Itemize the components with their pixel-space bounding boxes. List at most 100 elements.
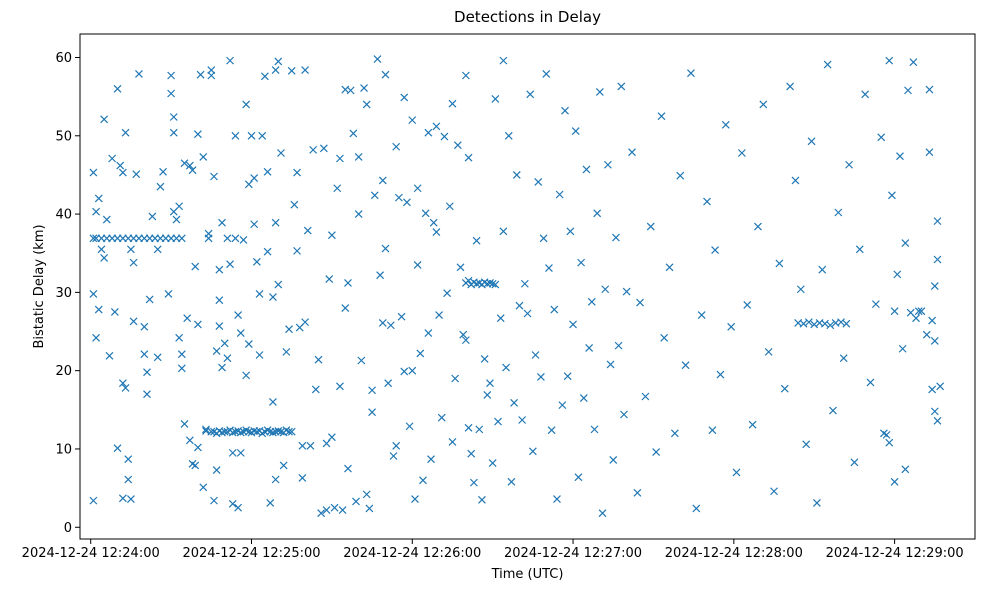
data-point xyxy=(681,361,690,370)
data-point xyxy=(322,439,331,448)
data-point xyxy=(510,398,519,407)
data-point xyxy=(177,234,186,243)
data-point xyxy=(118,494,127,503)
data-point xyxy=(437,413,446,422)
data-point xyxy=(392,142,401,151)
data-point xyxy=(901,465,910,474)
data-point xyxy=(912,314,920,323)
data-point xyxy=(336,382,344,391)
y-tick-label: 30 xyxy=(55,286,72,301)
data-point xyxy=(263,247,272,256)
data-point xyxy=(113,84,122,93)
data-point xyxy=(100,253,109,262)
data-point xyxy=(933,217,942,226)
data-point xyxy=(336,154,344,163)
data-point xyxy=(301,66,310,74)
data-point xyxy=(909,58,918,67)
data-point xyxy=(812,499,821,507)
y-tick-label: 60 xyxy=(55,51,72,66)
data-point xyxy=(512,171,521,179)
data-point xyxy=(177,364,186,373)
data-point xyxy=(231,234,240,243)
data-point xyxy=(236,329,245,338)
data-point xyxy=(845,160,853,169)
data-point xyxy=(266,499,275,507)
data-point xyxy=(837,318,845,327)
data-point xyxy=(461,71,470,80)
data-point xyxy=(397,312,406,321)
data-point xyxy=(193,443,202,452)
data-point xyxy=(207,71,216,80)
data-point xyxy=(716,370,725,379)
data-point xyxy=(743,300,752,309)
data-point xyxy=(277,149,285,157)
data-point xyxy=(703,197,711,206)
data-point xyxy=(293,168,301,177)
data-point xyxy=(520,279,529,288)
data-point xyxy=(917,307,926,316)
x-tick-label: 2024-12-24 12:24:00 xyxy=(22,546,160,561)
data-point xyxy=(885,56,894,65)
data-point xyxy=(389,452,398,460)
data-point xyxy=(378,318,387,327)
data-point xyxy=(298,474,307,482)
data-point xyxy=(413,261,422,269)
data-point xyxy=(842,319,851,328)
data-point xyxy=(94,194,103,203)
data-point xyxy=(126,495,135,503)
data-point xyxy=(799,319,808,328)
data-point xyxy=(333,184,342,193)
data-point xyxy=(670,429,679,438)
data-point xyxy=(486,379,494,388)
data-point xyxy=(563,372,572,381)
data-point xyxy=(786,82,795,91)
data-point xyxy=(271,218,280,227)
data-point xyxy=(228,448,237,457)
data-point xyxy=(373,55,382,63)
data-point xyxy=(236,428,245,437)
data-point xyxy=(260,72,269,81)
data-point xyxy=(159,167,167,176)
data-point xyxy=(344,464,352,473)
data-point xyxy=(539,234,548,243)
data-point xyxy=(518,416,527,424)
data-point xyxy=(727,322,736,331)
data-point xyxy=(126,245,135,254)
data-point xyxy=(129,258,138,267)
data-point xyxy=(223,354,232,363)
data-point xyxy=(628,148,636,157)
data-point xyxy=(269,293,277,301)
data-points xyxy=(89,55,945,518)
data-point xyxy=(400,367,409,376)
data-point xyxy=(271,66,280,74)
data-point xyxy=(231,131,240,140)
data-point xyxy=(121,128,130,137)
data-point xyxy=(598,509,607,518)
data-point xyxy=(338,506,347,514)
data-point xyxy=(775,259,784,268)
data-point xyxy=(930,336,939,345)
data-point xyxy=(92,207,101,216)
data-point xyxy=(354,152,363,161)
data-point xyxy=(287,427,296,436)
data-point xyxy=(258,131,267,140)
data-point xyxy=(303,226,312,235)
data-point xyxy=(526,90,535,99)
y-tick-label: 10 xyxy=(55,442,72,457)
data-point xyxy=(94,305,103,314)
data-point xyxy=(660,333,669,342)
data-point xyxy=(823,60,832,69)
data-point xyxy=(914,307,923,316)
data-point xyxy=(499,56,508,65)
data-point xyxy=(118,379,127,388)
data-point xyxy=(590,425,599,434)
data-point xyxy=(153,245,162,254)
data-point xyxy=(153,353,162,362)
data-point xyxy=(212,466,221,475)
data-point xyxy=(925,85,934,94)
data-point xyxy=(118,168,127,177)
data-point xyxy=(796,285,805,294)
data-point xyxy=(207,427,216,436)
data-point xyxy=(802,440,811,449)
data-point xyxy=(636,298,644,307)
